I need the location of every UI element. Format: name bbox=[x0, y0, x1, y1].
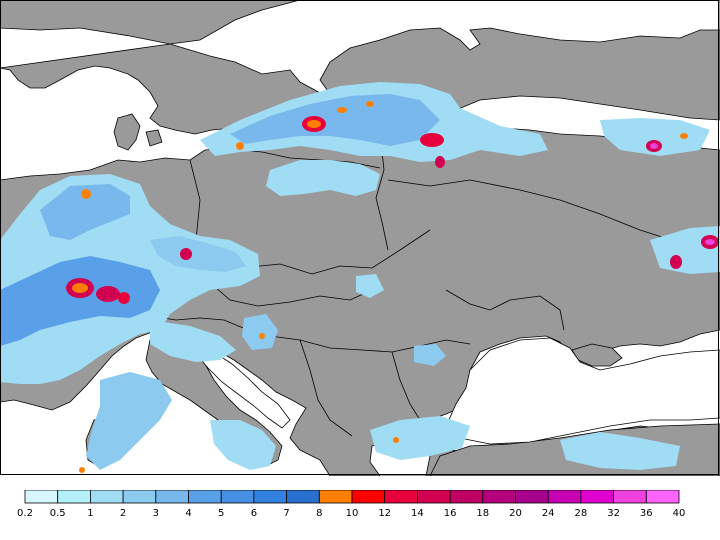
precip-area bbox=[150, 236, 246, 272]
legend-tick-label: 0.2 bbox=[17, 508, 33, 519]
precip-area bbox=[266, 160, 380, 196]
precip-area bbox=[242, 314, 278, 350]
legend-tick-label: 12 bbox=[378, 508, 392, 519]
precip-cell bbox=[236, 142, 244, 150]
land-crimea bbox=[571, 343, 623, 367]
precip-area bbox=[40, 184, 130, 240]
legend-tick-label: 0.5 bbox=[49, 508, 66, 519]
precipitation-map bbox=[0, 0, 720, 476]
legend-tick-label: 10 bbox=[345, 508, 359, 519]
legend-swatch bbox=[645, 490, 680, 504]
legend-swatch bbox=[416, 490, 451, 504]
precip-area bbox=[356, 274, 384, 298]
legend-swatch bbox=[188, 490, 222, 504]
precip-area bbox=[560, 432, 680, 470]
precip-cell bbox=[705, 239, 715, 245]
legend-swatch bbox=[253, 490, 287, 504]
legend-labels: 0.2 0.5 1 2 3 4 5 6 7 8 10 12 14 16 18 20 24 28 32 36 40 bbox=[0, 508, 720, 524]
legend-tick-label: 1 bbox=[87, 508, 94, 519]
legend-tick-label: 32 bbox=[607, 508, 620, 519]
border-line bbox=[299, 339, 353, 437]
legend-color-bar bbox=[24, 490, 680, 504]
legend-swatch bbox=[122, 490, 157, 504]
land-scandinavia bbox=[0, 0, 354, 135]
legend-swatch bbox=[318, 490, 353, 504]
legend-swatch bbox=[90, 490, 124, 504]
legend-tick-label: 16 bbox=[443, 508, 457, 519]
legend-swatch bbox=[155, 490, 189, 504]
precipitation-layer bbox=[0, 82, 720, 473]
legend-tick-label: 40 bbox=[672, 508, 686, 519]
legend-tick-label: 18 bbox=[476, 508, 490, 519]
precip-cell bbox=[435, 156, 445, 168]
legend-tick-label: 2 bbox=[119, 508, 127, 519]
border-line bbox=[445, 289, 565, 331]
precipitation-legend: 0.2 0.5 1 2 3 4 5 6 7 8 10 12 14 16 18 20 24 28 32 36 40 bbox=[0, 476, 720, 540]
legend-tick-label: 6 bbox=[250, 508, 258, 519]
legend-swatch bbox=[482, 490, 516, 504]
precip-area bbox=[0, 256, 160, 346]
legend-swatch bbox=[351, 490, 386, 504]
border-line bbox=[239, 149, 381, 169]
legend-swatch bbox=[57, 490, 91, 504]
precip-cell bbox=[680, 133, 688, 139]
precip-area bbox=[600, 118, 710, 156]
legend-swatch bbox=[449, 490, 484, 504]
precip-area bbox=[414, 344, 446, 366]
legend-tick-label: 5 bbox=[218, 508, 225, 519]
precip-cell bbox=[420, 133, 444, 147]
legend-swatch bbox=[384, 490, 418, 504]
legend-tick-label: 20 bbox=[509, 508, 522, 519]
legend-swatch bbox=[580, 490, 615, 504]
legend-tick-label: 3 bbox=[152, 508, 159, 519]
precip-cell bbox=[393, 437, 399, 443]
legend-tick-label: 36 bbox=[639, 508, 653, 519]
precip-area bbox=[650, 226, 720, 274]
legend-tick-label: 14 bbox=[411, 508, 424, 519]
precip-cell bbox=[366, 101, 374, 107]
precip-cell bbox=[259, 333, 265, 339]
legend-swatch bbox=[515, 490, 549, 504]
precip-area bbox=[86, 372, 172, 470]
legend-tick-label: 8 bbox=[316, 508, 323, 519]
precip-cell bbox=[96, 286, 120, 302]
legend-swatch bbox=[613, 490, 647, 504]
legend-swatch bbox=[220, 490, 255, 504]
legend-tick-label: 7 bbox=[283, 508, 290, 519]
precip-cell bbox=[670, 255, 682, 269]
precip-area bbox=[150, 320, 236, 362]
precip-area bbox=[370, 416, 470, 460]
precip-cell bbox=[307, 120, 321, 128]
legend-tick-label: 28 bbox=[574, 508, 588, 519]
border-line bbox=[391, 351, 421, 421]
border-line bbox=[189, 159, 431, 275]
legend-swatch bbox=[286, 490, 320, 504]
legend-tick-label: 4 bbox=[185, 508, 192, 519]
precip-area bbox=[230, 94, 440, 146]
land-denmark bbox=[113, 113, 163, 151]
legend-swatch bbox=[547, 490, 582, 504]
border-line bbox=[375, 131, 389, 251]
precip-cell bbox=[79, 467, 85, 473]
adriatic-sea bbox=[195, 343, 291, 429]
precip-cell bbox=[81, 189, 91, 199]
precip-cell bbox=[72, 283, 88, 293]
legend-tick-label: 24 bbox=[541, 508, 555, 519]
intense-cells bbox=[66, 101, 719, 473]
precip-area bbox=[210, 420, 276, 470]
precip-cell bbox=[118, 292, 130, 304]
precip-cell bbox=[337, 107, 347, 113]
precip-cell bbox=[650, 143, 658, 149]
precip-cell bbox=[180, 248, 192, 260]
legend-swatch bbox=[24, 490, 59, 504]
